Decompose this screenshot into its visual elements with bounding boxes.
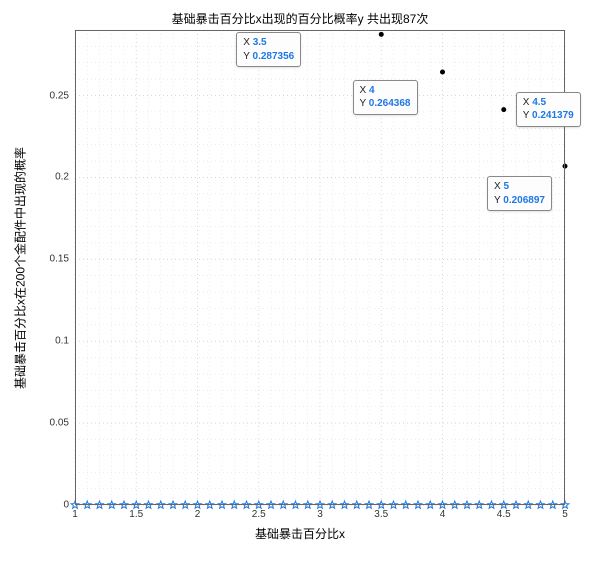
y-tick-label: 0.15 — [39, 254, 69, 265]
major-grid — [75, 30, 565, 505]
x-tick-label: 4.5 — [497, 509, 511, 520]
y-tick-label: 0.2 — [39, 172, 69, 183]
data-point — [501, 107, 506, 112]
x-axis-label: 基础暴击百分比x — [0, 525, 600, 542]
datatip: X 4.5Y 0.241379 — [516, 92, 581, 127]
datatip: X 4Y 0.264368 — [353, 80, 418, 115]
chart-title: 基础暴击百分比x出现的百分比概率y 共出现87次 — [0, 10, 600, 27]
datatip: X 3.5Y 0.287356 — [236, 32, 301, 67]
x-tick-label: 3.5 — [374, 509, 388, 520]
y-axis-label: 基础暴击百分比x在200个金配件中出现的概率 — [12, 146, 29, 388]
y-tick-label: 0.1 — [39, 336, 69, 347]
x-tick-label: 2.5 — [252, 509, 266, 520]
plot-svg — [75, 30, 565, 505]
datatip: X 5Y 0.206897 — [487, 176, 552, 211]
data-point — [379, 32, 384, 37]
figure: 基础暴击百分比x出现的百分比概率y 共出现87次 基础暴击百分比x在200个金配… — [0, 0, 600, 565]
y-tick-label: 0 — [39, 500, 69, 511]
x-tick-label: 1 — [72, 509, 78, 520]
data-point — [440, 69, 445, 74]
axes-border — [76, 31, 565, 505]
x-tick-label: 2 — [195, 509, 201, 520]
y-tick-label: 0.05 — [39, 418, 69, 429]
x-tick-label: 4 — [440, 509, 446, 520]
y-tick-label: 0.25 — [39, 90, 69, 101]
minor-grid — [75, 30, 565, 505]
x-tick-label: 1.5 — [129, 509, 143, 520]
x-tick-label: 5 — [562, 509, 568, 520]
x-tick-label: 3 — [317, 509, 323, 520]
chart-axes — [75, 30, 565, 505]
